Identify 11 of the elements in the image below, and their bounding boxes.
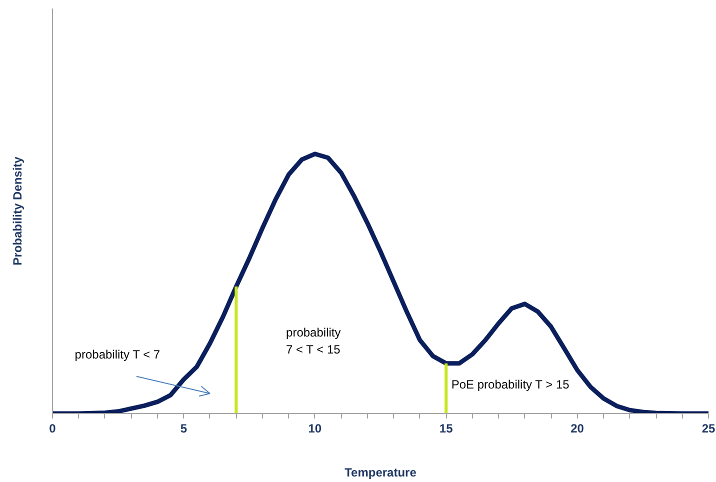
annotation: probability 7 < T < 15 (286, 326, 341, 356)
x-tick-label: 20 (570, 422, 584, 436)
annotation: probability T < 7 (74, 348, 160, 362)
x-tick-label: 25 (702, 422, 716, 436)
x-tick-label: 10 (308, 422, 322, 436)
x-axis-title: Temperature (344, 466, 417, 480)
annotation: PoE probability T > 15 (451, 377, 570, 392)
x-tick-label: 5 (180, 422, 188, 436)
x-tick-label: 15 (439, 422, 454, 436)
y-axis-title: Probability Density (10, 156, 24, 266)
x-tick-label: 0 (49, 422, 56, 436)
